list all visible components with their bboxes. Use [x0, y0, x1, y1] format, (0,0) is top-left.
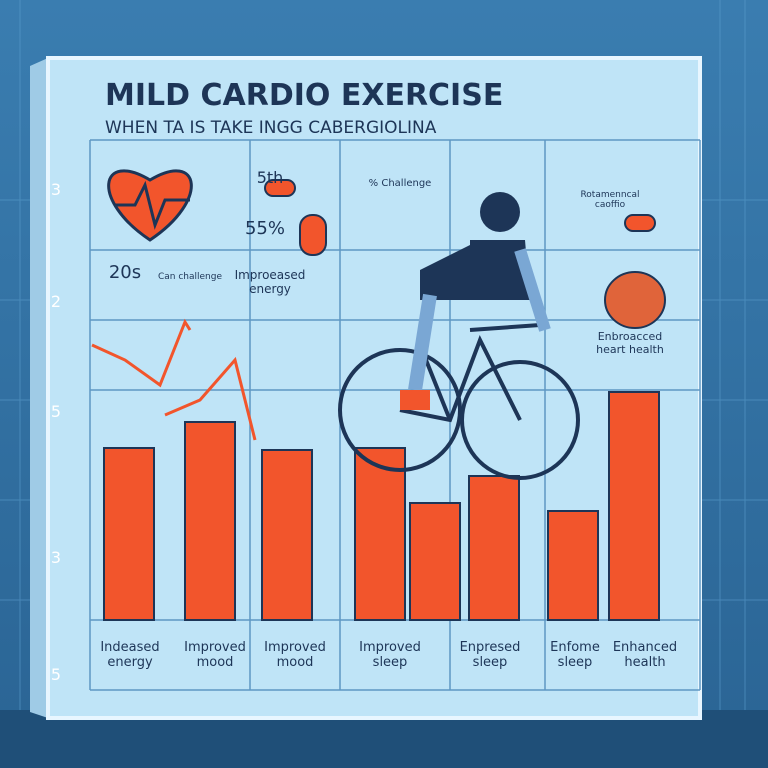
title: MILD CARDIO EXERCISE — [105, 78, 504, 113]
category-label: Enhanced health — [612, 640, 678, 670]
bar — [103, 447, 155, 621]
category-label: Indeased energy — [100, 640, 160, 670]
side-label: 5 — [50, 402, 62, 421]
side-label: 3 — [50, 180, 62, 199]
bar — [547, 510, 599, 621]
side-label: 5 — [50, 665, 62, 684]
bar — [409, 502, 461, 621]
pill — [299, 214, 327, 256]
bar — [261, 449, 313, 621]
bar — [184, 421, 236, 621]
heart-organ — [604, 271, 666, 329]
cyclist — [400, 192, 551, 410]
side-label: 3 — [50, 548, 62, 567]
category-label: Enpresed sleep — [459, 640, 521, 670]
bicycle — [338, 323, 580, 480]
annotation: Improeased energy — [234, 268, 306, 296]
subtitle: WHEN TA IS TAKE INGG CABERGIOLINA — [105, 118, 437, 138]
panel-side — [30, 58, 48, 718]
category-label: Improved mood — [264, 640, 326, 670]
trend-arrow — [164, 356, 257, 441]
category-label: Enfome sleep — [550, 640, 600, 670]
bar — [608, 391, 660, 621]
annotation: Can challenge — [157, 272, 223, 282]
pulse-line — [115, 180, 190, 230]
annotation: % Challenge — [368, 178, 432, 189]
annotation: Enbroacced heart health — [596, 330, 664, 356]
annotation: 5th — [256, 168, 284, 187]
annotation: 20s — [108, 262, 142, 283]
trend-arrow — [91, 318, 192, 388]
bar — [468, 475, 520, 621]
annotation: Rotamenncal caoffio — [580, 190, 640, 210]
bar — [354, 447, 406, 621]
annotation: 55% — [244, 218, 285, 239]
pill — [624, 214, 656, 232]
category-label: Improved sleep — [359, 640, 421, 670]
pill — [264, 179, 296, 197]
category-label: Improved mood — [184, 640, 246, 670]
side-label: 2 — [50, 292, 62, 311]
